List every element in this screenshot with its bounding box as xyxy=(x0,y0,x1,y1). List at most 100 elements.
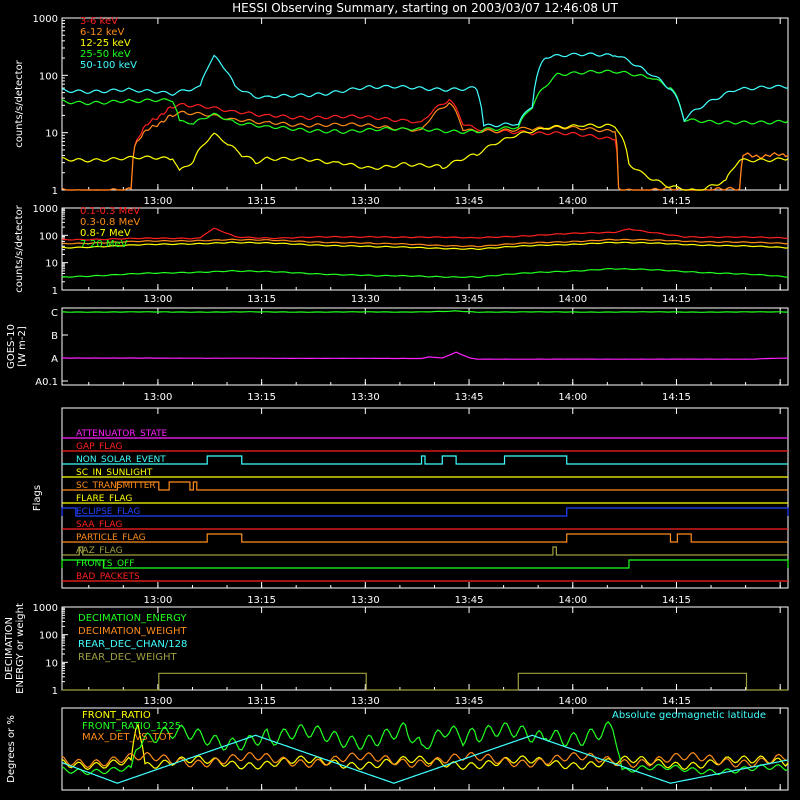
series-line-12-25-kev xyxy=(61,123,789,191)
x-tick-label: 13:00 xyxy=(143,196,172,207)
series-line-max-det-vs-tot xyxy=(61,751,789,769)
x-tick-label: 13:00 xyxy=(143,294,172,305)
figure-title: HESSI Observing Summary, starting on 200… xyxy=(232,1,618,15)
series-line-front-ratio xyxy=(61,723,789,771)
y-tick-label: 1000 xyxy=(33,603,58,614)
legend-entry: 50-100 keV xyxy=(80,60,137,71)
x-tick-label: 13:00 xyxy=(143,392,172,403)
x-tick-label: 14:15 xyxy=(662,392,691,403)
x-tick-label: 13:30 xyxy=(351,392,380,403)
x-tick-label: 13:15 xyxy=(247,696,276,707)
flag-label: PARTICLE_FLAG xyxy=(76,533,146,543)
x-tick-label: 14:00 xyxy=(558,595,587,606)
x-tick-label: 14:00 xyxy=(558,696,587,707)
flag-label: GAP_FLAG xyxy=(76,442,122,452)
legend-entry: Absolute geomagnetic latitude xyxy=(612,710,766,721)
flag-label: FLARE_FLAG xyxy=(76,494,132,504)
y-tick-label: 10 xyxy=(45,658,58,669)
legend-entry: REAR_DEC_WEIGHT xyxy=(78,652,177,663)
legend-entry: 12-25 keV xyxy=(80,38,131,49)
x-tick-label: 13:45 xyxy=(455,294,484,305)
flag-trace xyxy=(62,455,788,465)
legend-entry: FRONT_RATIO_1225 xyxy=(82,721,181,732)
panel-goes: 13:00 13:15 13:30 13:45 14:00 14:15 A0.1 A B C GOE… xyxy=(6,307,789,403)
flag-trace xyxy=(61,559,789,569)
y-tick-label: 1 xyxy=(52,286,58,297)
x-tick-label: 13:15 xyxy=(247,196,276,207)
legend-entry: MAX_DET_VS_TOT xyxy=(82,732,174,743)
series-line-rear-dec-weight xyxy=(62,672,788,691)
flag-label: ATTENUATOR_STATE xyxy=(76,429,168,439)
series-line-front-ratio-1225 xyxy=(61,721,789,776)
series-line-absolute-geomagnetic-latitude xyxy=(61,734,789,784)
plot-frame xyxy=(61,307,789,386)
x-tick-label: 14:00 xyxy=(558,294,587,305)
legend-entry: 3-6 keV xyxy=(80,16,118,27)
y-tick-label: A0.1 xyxy=(35,377,58,388)
y-tick-label: 1 xyxy=(52,186,58,197)
flag-label: SAA_FLAG xyxy=(76,520,122,530)
panel-xray-low: 13:00 13:15 13:30 13:45 14:00 14:15 1 10 100 1000… xyxy=(14,14,789,207)
flag-label: FRONTS_OFF xyxy=(76,559,134,569)
panel-ratios: Degrees or % FRONT_RATIOFRONT_RATIO_1225M… xyxy=(6,707,789,791)
x-tick-label: 14:15 xyxy=(662,294,691,305)
flag-label: SC_TRANSMITTER xyxy=(76,481,156,491)
series-line-0-8-7-mev xyxy=(61,241,789,251)
flag-trace xyxy=(62,481,788,491)
series-line-0-1-0-3-mev xyxy=(61,227,789,241)
y-tick-label: A xyxy=(51,354,58,365)
legend-entry: 0.1-0.3 MeV xyxy=(80,206,140,217)
x-tick-label: 13:45 xyxy=(455,595,484,606)
y-axis-label: GOES-10 xyxy=(6,324,17,369)
y-tick-label: 100 xyxy=(39,631,58,642)
y-axis-label: Degrees or % xyxy=(6,715,17,783)
series-line-trace xyxy=(62,310,789,313)
legend-entry: 6-12 keV xyxy=(80,27,124,38)
x-tick-label: 13:15 xyxy=(247,294,276,305)
flag-label: AAZ_FLAG xyxy=(76,546,123,556)
x-tick-label: 13:30 xyxy=(351,196,380,207)
x-tick-label: 14:00 xyxy=(558,392,587,403)
y-axis-label: DECIMATION xyxy=(4,617,15,680)
series-line-trace xyxy=(62,351,789,360)
legend-entry: REAR_DEC_CHAN/128 xyxy=(78,639,187,650)
x-tick-label: 13:15 xyxy=(247,595,276,606)
flag-label: SC_IN_SUNLIGHT xyxy=(76,468,153,478)
flag-trace xyxy=(62,546,788,556)
panels-group: 13:00 13:15 13:30 13:45 14:00 14:151101001000… xyxy=(4,14,789,791)
x-tick-label: 13:45 xyxy=(455,392,484,403)
x-tick-label: 13:00 xyxy=(143,595,172,606)
plot-frame xyxy=(61,707,789,791)
y-tick-label: C xyxy=(51,308,58,319)
panel-decimation: 13:00 13:15 13:30 13:45 14:00 14:15 1 10 100 1000… xyxy=(4,603,789,707)
x-tick-label: 14:15 xyxy=(662,696,691,707)
y-axis-label: counts/s/detector xyxy=(14,59,25,147)
panel-flags: 13:00 13:15 13:30 13:45 14:00 14:15 ATTENUATOR… xyxy=(32,407,789,606)
y-tick-label: 1000 xyxy=(33,14,58,25)
legend-entry: 7-20 MeV xyxy=(80,239,128,250)
y-axis-label: counts/s/detector xyxy=(14,204,25,292)
flag-trace xyxy=(62,533,788,543)
y-tick-label: B xyxy=(51,331,58,342)
plot-frame xyxy=(61,407,789,589)
x-tick-label: 14:00 xyxy=(558,196,587,207)
y-tick-label: 1000 xyxy=(33,204,58,215)
x-tick-label: 13:45 xyxy=(455,196,484,207)
flag-trace xyxy=(61,507,789,517)
y-tick-label: 100 xyxy=(39,231,58,242)
x-tick-label: 14:15 xyxy=(662,595,691,606)
legend-entry: 0.8-7 MeV xyxy=(80,228,131,239)
x-tick-label: 13:30 xyxy=(351,294,380,305)
y-axis-label: ENERGY or weight xyxy=(15,603,26,694)
y-tick-label: 10 xyxy=(45,129,58,140)
flag-label: BAD_PACKETS xyxy=(76,572,140,582)
legend-entry: DECIMATION_WEIGHT xyxy=(78,626,187,637)
x-tick-label: 13:15 xyxy=(247,392,276,403)
x-tick-label: 13:30 xyxy=(351,595,380,606)
plot-frame xyxy=(61,17,789,191)
panel-xray-high: 13:00 13:15 13:30 13:45 14:00 14:15 1 10 100 1000… xyxy=(14,204,789,305)
y-tick-label: 100 xyxy=(39,71,58,82)
x-tick-label: 14:15 xyxy=(662,196,691,207)
